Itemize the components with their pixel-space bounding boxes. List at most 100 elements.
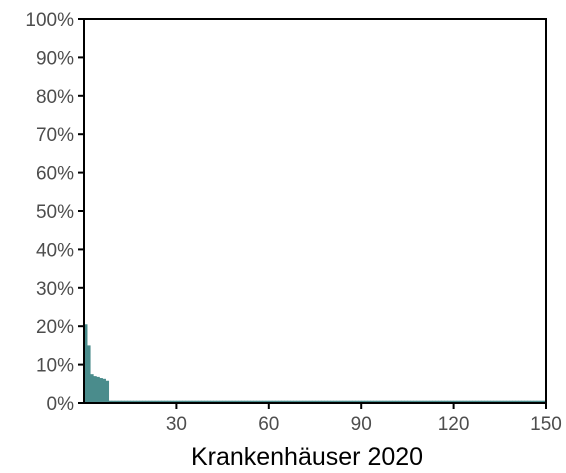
bar-81 <box>330 400 334 403</box>
bar-17 <box>133 400 137 403</box>
bar-39 <box>201 400 205 403</box>
bar-134 <box>493 400 498 403</box>
bar-137 <box>502 400 507 403</box>
bar-118 <box>444 400 448 403</box>
bar-64 <box>278 400 282 403</box>
bar-5 <box>96 376 100 403</box>
bar-90 <box>358 400 362 403</box>
bar-150 <box>542 400 547 403</box>
bar-12 <box>117 400 122 403</box>
bar-71 <box>299 400 304 403</box>
y-tick-label: 20% <box>36 317 74 338</box>
bar-130 <box>481 400 485 403</box>
y-tick-label: 100% <box>25 10 74 31</box>
bar-111 <box>422 400 427 403</box>
bar-9 <box>108 400 113 403</box>
bar-34 <box>185 400 190 403</box>
bar-116 <box>438 400 442 403</box>
bar-25 <box>157 400 162 403</box>
bar-65 <box>281 400 285 403</box>
plot-frame <box>83 18 547 404</box>
bar-11 <box>114 400 119 403</box>
bar-61 <box>268 400 273 403</box>
bar-82 <box>333 400 337 403</box>
bar-72 <box>302 400 307 403</box>
x-tick-label: 60 <box>258 414 279 435</box>
bar-56 <box>253 400 257 403</box>
y-tick-label: 10% <box>36 356 74 377</box>
bar-84 <box>339 400 344 403</box>
bar-105 <box>404 400 408 403</box>
bar-6 <box>99 378 103 403</box>
bar-136 <box>499 400 504 403</box>
bar-60 <box>265 400 270 403</box>
bar-59 <box>262 400 267 403</box>
bar-68 <box>290 400 294 403</box>
bar-120 <box>450 400 454 403</box>
bar-63 <box>274 400 279 403</box>
bar-135 <box>496 400 501 403</box>
bar-87 <box>348 400 353 403</box>
bar-121 <box>453 400 458 403</box>
bar-89 <box>355 400 359 403</box>
bar-74 <box>308 400 313 403</box>
bar-102 <box>395 400 399 403</box>
bar-88 <box>351 400 356 403</box>
bar-49 <box>231 400 236 403</box>
x-tick-label: 30 <box>166 414 187 435</box>
bar-4 <box>93 376 97 403</box>
bar-125 <box>465 400 470 403</box>
bar-96 <box>376 400 381 403</box>
bar-110 <box>419 400 424 403</box>
bar-103 <box>398 400 402 403</box>
bar-124 <box>462 400 467 403</box>
bar-1 <box>84 324 88 403</box>
bar-122 <box>456 400 461 403</box>
x-axis-title: Krankenhäuser 2020 <box>191 443 423 471</box>
bar-43 <box>213 400 217 403</box>
bar-40 <box>204 400 208 403</box>
bar-2 <box>87 345 91 403</box>
bar-77 <box>318 400 322 403</box>
bar-108 <box>413 400 418 403</box>
x-tick-label: 150 <box>530 414 562 435</box>
bar-21 <box>145 400 150 403</box>
y-tick-label: 50% <box>36 202 74 223</box>
bar-73 <box>305 400 310 403</box>
bar-51 <box>238 400 242 403</box>
bar-98 <box>382 400 387 403</box>
bar-140 <box>512 400 516 403</box>
y-axis: 0% 10% 20% 30% 40% 50% 60% 70% 80% 90% 100% <box>25 10 84 415</box>
x-tick-label: 90 <box>351 414 372 435</box>
bar-54 <box>247 400 251 403</box>
bar-114 <box>432 400 436 403</box>
bar-44 <box>216 400 220 403</box>
y-tick-label: 30% <box>36 279 74 300</box>
bar-100 <box>388 400 393 403</box>
bar-133 <box>490 400 495 403</box>
bar-99 <box>385 400 390 403</box>
bar-129 <box>478 400 482 403</box>
bar-123 <box>459 400 464 403</box>
bar-148 <box>536 400 541 403</box>
bar-45 <box>219 400 223 403</box>
bar-31 <box>176 400 180 403</box>
bar-80 <box>327 400 331 403</box>
bar-66 <box>284 400 288 403</box>
bar-93 <box>367 400 371 403</box>
y-tick-label: 70% <box>36 125 74 146</box>
bar-78 <box>321 400 325 403</box>
bar-83 <box>336 400 341 403</box>
bar-97 <box>379 400 384 403</box>
bar-127 <box>472 400 476 403</box>
bar-10 <box>111 400 116 403</box>
bar-76 <box>315 400 319 403</box>
bar-18 <box>136 400 140 403</box>
bar-29 <box>170 400 174 403</box>
bar-101 <box>392 400 396 403</box>
bar-149 <box>539 400 544 403</box>
bar-109 <box>416 400 421 403</box>
bar-13 <box>120 400 125 403</box>
bar-106 <box>407 400 411 403</box>
